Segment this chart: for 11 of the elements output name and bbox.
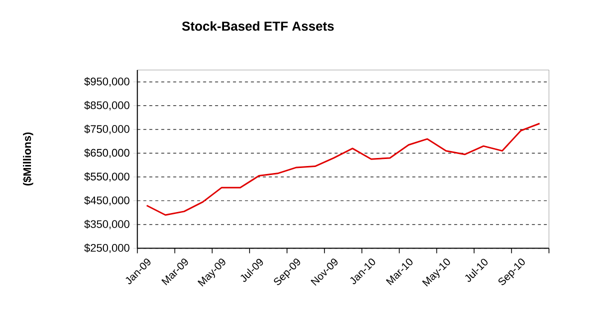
y-tick-label: $350,000: [84, 220, 130, 230]
line-series: [146, 122, 540, 216]
y-tick-label: $550,000: [84, 172, 130, 182]
y-axis-title: ($Millions): [22, 132, 34, 186]
y-tick-label: $750,000: [84, 124, 130, 134]
chart-title: Stock-Based ETF Assets: [182, 21, 334, 31]
y-tick-label: $450,000: [84, 196, 130, 206]
y-tick-label: $650,000: [84, 148, 130, 158]
y-tick-label: $950,000: [84, 77, 130, 87]
y-tick-label: $850,000: [84, 100, 130, 110]
y-tick-label: $250,000: [84, 244, 130, 254]
